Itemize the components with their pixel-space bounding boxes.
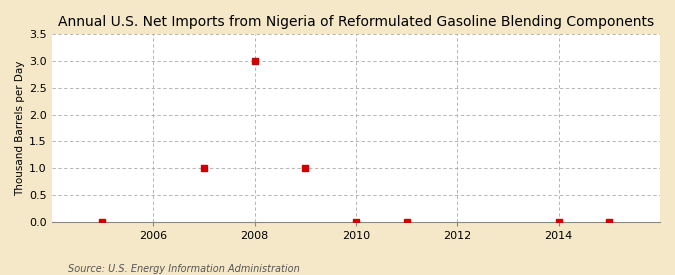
Title: Annual U.S. Net Imports from Nigeria of Reformulated Gasoline Blending Component: Annual U.S. Net Imports from Nigeria of … <box>58 15 654 29</box>
Y-axis label: Thousand Barrels per Day: Thousand Barrels per Day <box>15 60 25 196</box>
Text: Source: U.S. Energy Information Administration: Source: U.S. Energy Information Administ… <box>68 264 299 274</box>
